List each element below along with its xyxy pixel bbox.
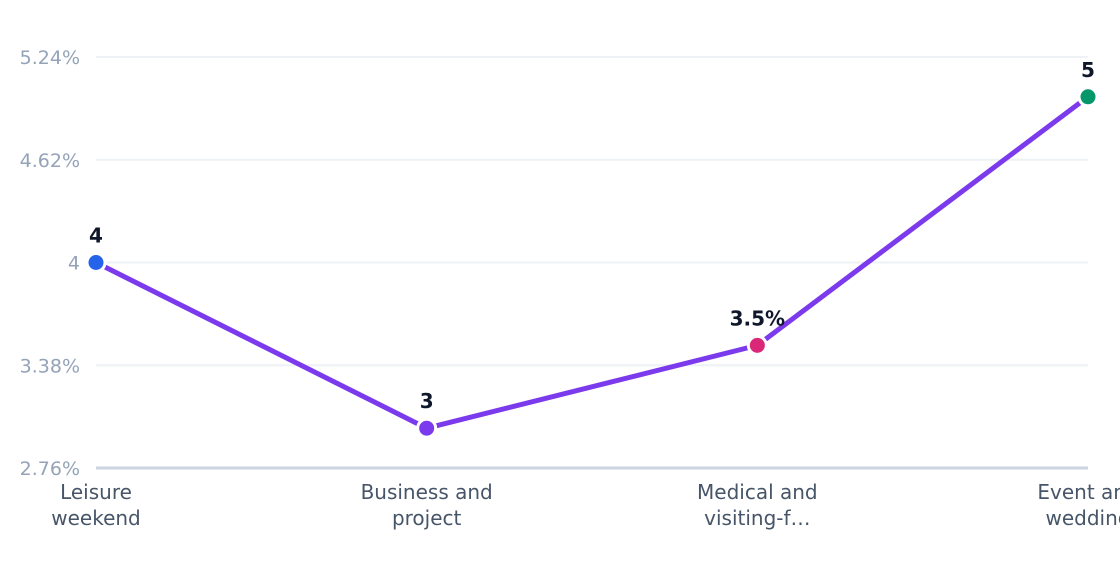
y-tick-label: 3.38% xyxy=(20,355,80,377)
x-tick-label: Medical and visiting-f… xyxy=(697,480,818,530)
y-tick-label: 5.24% xyxy=(20,47,80,69)
x-tick-label: Business and project xyxy=(361,480,493,530)
data-label: 4 xyxy=(89,224,103,248)
data-point[interactable] xyxy=(416,417,438,439)
y-tick-label: 4 xyxy=(68,253,80,275)
data-labels: 4 3 3.5% 5 xyxy=(89,58,1095,413)
y-axis: 2.76% 3.38% 4 4.62% 5.24% xyxy=(20,47,80,480)
y-tick-label: 4.62% xyxy=(20,150,80,172)
data-point[interactable] xyxy=(746,334,768,356)
x-axis: Leisure weekend Business and project Medical… xyxy=(51,466,1120,530)
x-tick-label: Leisure weekend xyxy=(51,480,141,530)
x-tick-label: Event andwedding xyxy=(1037,480,1120,530)
series-line xyxy=(93,94,1091,431)
data-label: 3.5% xyxy=(730,306,785,330)
series-layer xyxy=(85,86,1099,439)
data-label: 3 xyxy=(420,389,434,413)
data-point[interactable] xyxy=(85,252,107,273)
y-tick-label: 2.76% xyxy=(20,458,80,480)
data-point[interactable] xyxy=(1077,86,1099,108)
data-label: 5 xyxy=(1081,58,1095,82)
grid-lines xyxy=(96,56,1088,367)
